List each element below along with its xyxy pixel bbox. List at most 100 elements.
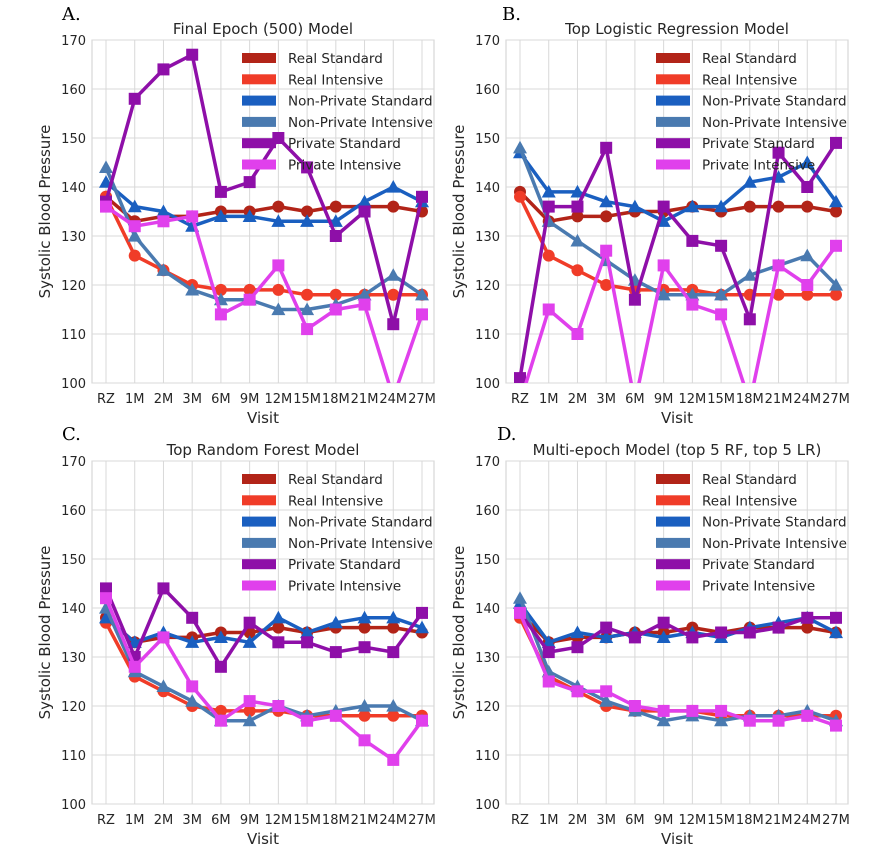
x-tick-label: RZ — [511, 392, 529, 407]
y-tick-label: 110 — [475, 749, 500, 764]
series-non-private-intensive-point — [656, 287, 671, 301]
x-tick-label: 2M — [154, 392, 174, 407]
series-non-private-standard-point — [242, 635, 257, 648]
series-private-intensive-point — [743, 714, 756, 727]
legend-label: Non-Private Standard — [288, 515, 433, 531]
x-tick-label: 3M — [596, 813, 616, 828]
series-private-intensive-point — [571, 685, 584, 698]
y-tick-label: 100 — [61, 798, 86, 813]
series-private-intensive-point — [128, 660, 141, 673]
series-real-standard-point — [830, 205, 842, 218]
legend-label: Real Intensive — [288, 72, 383, 88]
series-non-private-intensive-point — [127, 229, 142, 242]
series-private-standard-point — [686, 234, 699, 247]
x-axis-label: Visit — [661, 830, 693, 848]
x-tick-label: 21M — [351, 813, 379, 828]
legend-swatch — [656, 116, 690, 127]
series-non-private-standard-point — [742, 175, 757, 188]
legend-label: Non-Private Standard — [288, 94, 433, 110]
legend-label: Non-Private Intensive — [288, 115, 433, 131]
legend-swatch — [242, 559, 276, 570]
y-axis-label: Systolic Blood Pressure — [450, 125, 468, 299]
y-tick-label: 130 — [475, 651, 500, 666]
series-private-standard-point — [600, 141, 613, 154]
x-tick-label: RZ — [97, 813, 115, 828]
series-private-intensive-point — [772, 259, 785, 272]
x-tick-label: 1M — [539, 813, 559, 828]
x-tick-label: 2M — [568, 392, 588, 407]
series-private-intensive-point — [830, 239, 842, 252]
series-private-intensive-point — [600, 244, 613, 257]
y-tick-label: 150 — [475, 553, 500, 568]
x-tick-label: 15M — [707, 813, 735, 828]
series-private-standard-point — [329, 646, 342, 659]
x-tick-label: 1M — [539, 392, 559, 407]
series-non-private-standard-point — [599, 194, 614, 208]
series-private-intensive-point — [186, 680, 199, 693]
y-tick-label: 110 — [61, 328, 86, 343]
series-non-private-standard-point — [829, 625, 843, 639]
series-private-intensive-point — [272, 700, 285, 712]
x-axis-label: Visit — [247, 830, 279, 848]
legend-label: Real Intensive — [288, 493, 383, 509]
series-real-intensive-point — [214, 283, 227, 296]
series-non-private-intensive-point — [714, 713, 729, 727]
series-non-private-standard-point — [156, 204, 171, 218]
series-real-standard-point — [571, 210, 584, 223]
series-private-standard-point — [416, 190, 428, 203]
legend-label: Non-Private Intensive — [288, 536, 433, 552]
series-real-standard-point — [743, 200, 756, 213]
legend-label: Private Intensive — [702, 579, 815, 595]
x-tick-label: 9M — [240, 813, 260, 828]
panel-c: C. Top Random Forest Model 100 110 120 130 140… — [36, 424, 436, 848]
legend-swatch — [656, 53, 690, 63]
series-non-private-intensive-point — [185, 282, 200, 296]
y-tick-label: 130 — [61, 651, 86, 666]
legend-label: Private Standard — [702, 557, 815, 573]
series-real-standard-point — [801, 621, 814, 634]
y-tick-label: 120 — [475, 279, 500, 294]
series-group — [513, 136, 843, 383]
series-non-private-standard-point — [627, 199, 642, 213]
series-non-private-standard-point — [386, 610, 401, 624]
series-real-intensive-point — [128, 249, 141, 262]
series-private-standard-point — [243, 176, 256, 189]
series-non-private-standard-point — [685, 199, 700, 213]
series-non-private-intensive-point — [242, 713, 257, 727]
legend-label: Non-Private Intensive — [702, 536, 847, 552]
x-tick-label: 21M — [765, 392, 793, 407]
panel-letter: D. — [497, 424, 517, 445]
series-non-private-standard-point — [213, 630, 228, 643]
series-private-intensive-point — [686, 704, 699, 717]
series-non-private-standard-point — [415, 620, 429, 634]
series-non-private-intensive-point — [742, 268, 757, 281]
series-real-intensive-point — [387, 709, 400, 722]
series-private-intensive-point — [416, 714, 428, 727]
series-private-intensive-point — [128, 220, 141, 233]
legend-swatch — [656, 559, 690, 570]
series-private-intensive-point — [772, 714, 785, 727]
legend-swatch — [242, 53, 276, 63]
series-private-intensive-point — [514, 606, 526, 619]
panel-a: A. Final Epoch (500) Model 100 110 120 130 140… — [36, 4, 436, 427]
legend-swatch — [656, 474, 690, 484]
series-real-intensive-point — [301, 288, 314, 301]
series-non-private-standard-point — [300, 625, 315, 639]
legend-swatch — [656, 516, 690, 527]
series-non-private-intensive-point — [570, 233, 585, 247]
legend-swatch — [242, 474, 276, 484]
legend-label: Private Standard — [288, 557, 401, 573]
series-private-standard-point — [157, 582, 170, 595]
series-non-private-standard-line — [518, 151, 838, 224]
series-private-intensive-point — [657, 704, 670, 717]
series-real-standard-point — [329, 200, 342, 213]
y-tick-label: 150 — [61, 132, 86, 147]
x-tick-label: 12M — [264, 813, 292, 828]
series-non-private-intensive-point — [714, 287, 729, 301]
legend-swatch — [656, 74, 690, 85]
legend-swatch — [656, 495, 690, 506]
x-tick-label: 12M — [678, 392, 706, 407]
series-non-private-intensive-line — [104, 166, 423, 312]
series-private-intensive-point — [157, 215, 170, 228]
series-real-standard-point — [772, 200, 785, 213]
